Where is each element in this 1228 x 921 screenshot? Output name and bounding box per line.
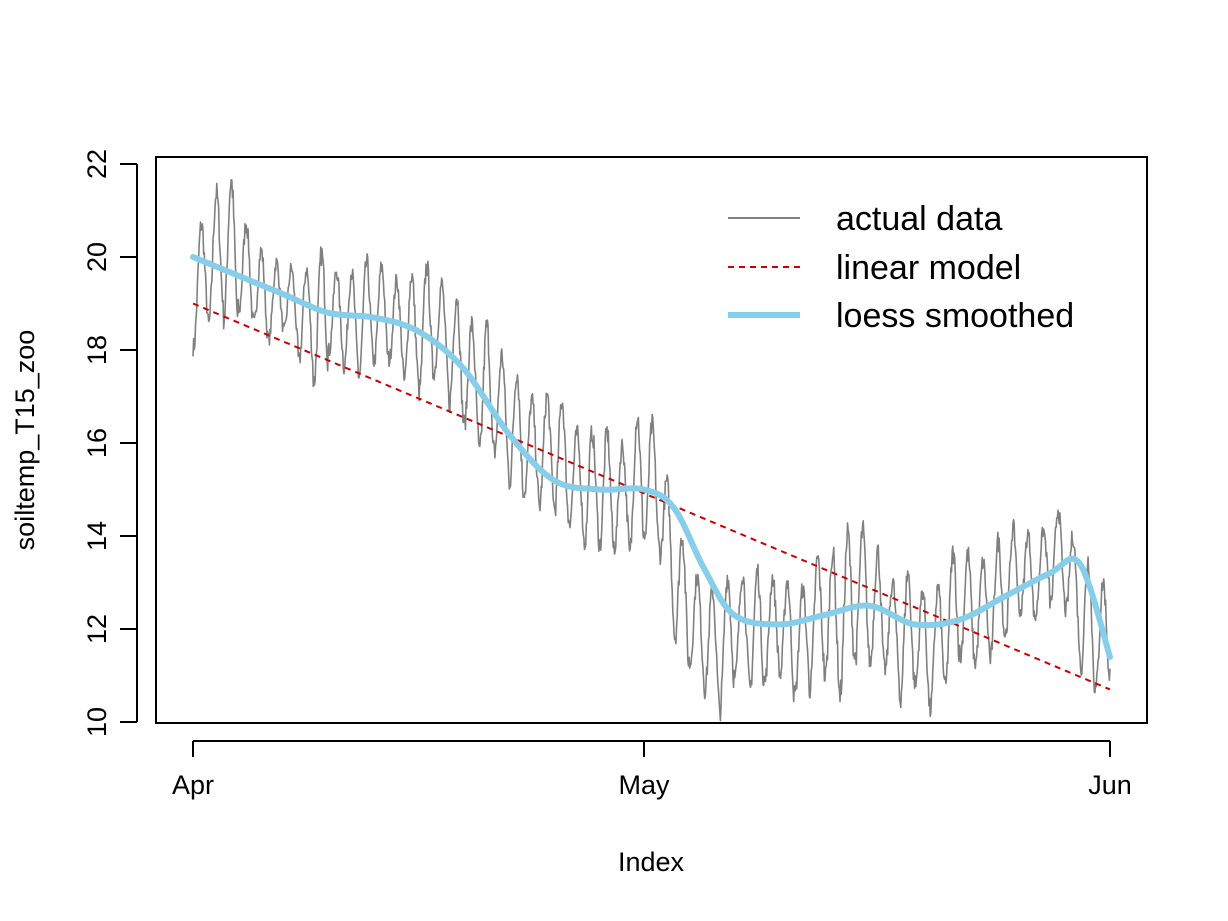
legend-item: loess smoothed bbox=[728, 297, 1074, 335]
legend-item: linear model bbox=[728, 249, 1021, 287]
y-axis-title: soiltemp_T15_zoo bbox=[10, 330, 40, 551]
y-tick-label: 16 bbox=[82, 428, 112, 458]
legend: actual data linear model loess smoothed bbox=[728, 200, 1074, 335]
y-tick-label: 10 bbox=[82, 707, 112, 737]
legend-label: loess smoothed bbox=[836, 297, 1074, 335]
series-actual-data-line bbox=[192, 178, 1111, 722]
y-tick-label: 14 bbox=[82, 521, 112, 551]
x-axis: Apr May Jun bbox=[172, 740, 1132, 800]
y-tick-label: 18 bbox=[82, 335, 112, 365]
y-tick-label: 22 bbox=[82, 149, 112, 179]
series-linear-model-line bbox=[192, 302, 1111, 691]
series-loess-smoothed-line bbox=[190, 254, 1113, 660]
y-tick-label: 20 bbox=[82, 242, 112, 272]
x-axis-title: Index bbox=[618, 847, 685, 877]
legend-label: actual data bbox=[836, 200, 1002, 238]
series-layer bbox=[190, 178, 1113, 722]
legend-label: linear model bbox=[836, 249, 1021, 287]
legend-item: actual data bbox=[728, 200, 1002, 238]
plot-frame bbox=[155, 156, 1148, 724]
y-tick-label: 12 bbox=[82, 614, 112, 644]
y-axis: 10 12 14 16 18 20 22 bbox=[82, 149, 138, 737]
x-tick-label: May bbox=[618, 770, 670, 800]
x-tick-label: Jun bbox=[1088, 770, 1132, 800]
x-tick-label: Apr bbox=[172, 770, 214, 800]
